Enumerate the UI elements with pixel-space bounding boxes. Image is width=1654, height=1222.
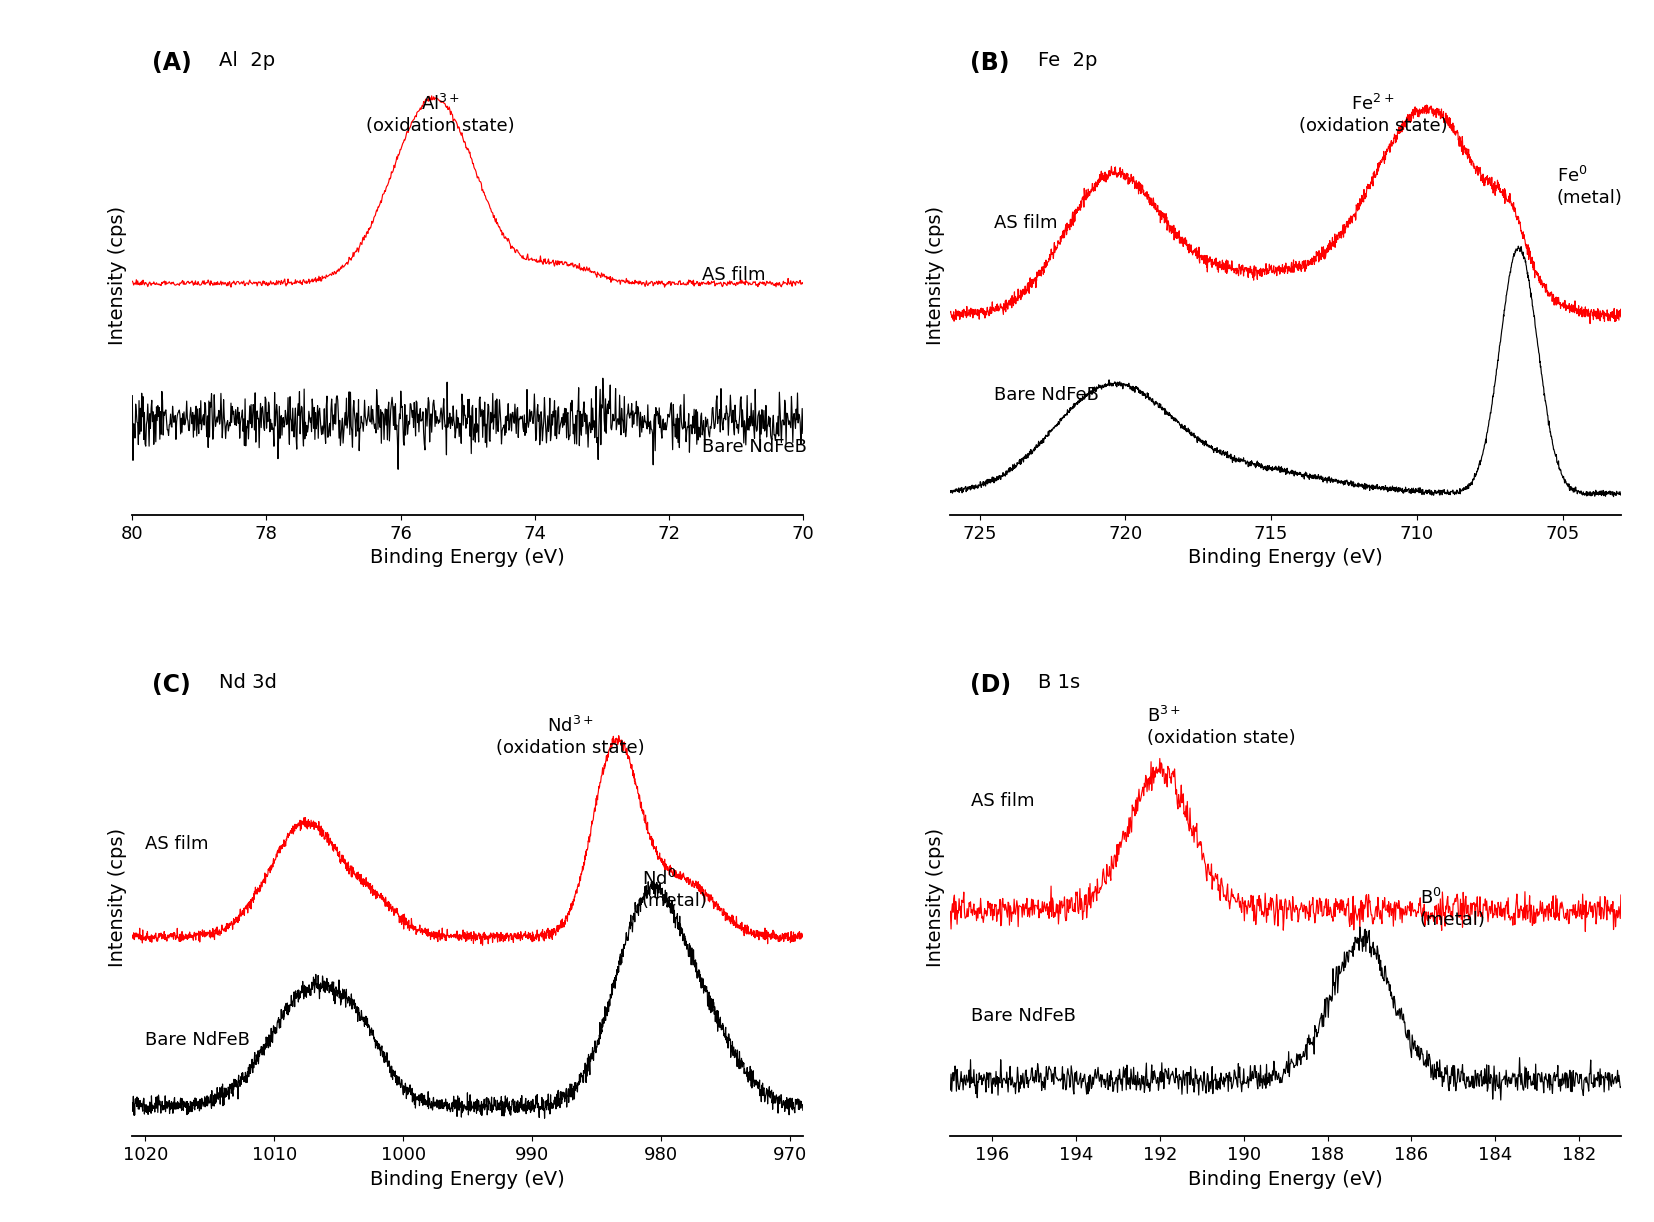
X-axis label: Binding Energy (eV): Binding Energy (eV): [370, 1169, 566, 1189]
Text: (C): (C): [152, 672, 192, 697]
Text: AS film: AS film: [146, 835, 208, 853]
Text: B$^{3+}$
(oxidation state): B$^{3+}$ (oxidation state): [1148, 706, 1297, 747]
Text: (D): (D): [971, 672, 1012, 697]
Text: Fe$^{0}$
(metal): Fe$^{0}$ (metal): [1556, 166, 1623, 207]
Text: Nd$^{0}$
(metal): Nd$^{0}$ (metal): [642, 869, 708, 909]
Text: B 1s: B 1s: [1037, 672, 1080, 692]
X-axis label: Binding Energy (eV): Binding Energy (eV): [370, 549, 566, 567]
Text: (A): (A): [152, 51, 192, 75]
Text: Fe$^{2+}$
(oxidation state): Fe$^{2+}$ (oxidation state): [1298, 94, 1447, 134]
Text: Bare NdFeB: Bare NdFeB: [146, 1031, 250, 1050]
Text: B$^{0}$
(metal): B$^{0}$ (metal): [1419, 888, 1485, 929]
Text: AS film: AS film: [703, 266, 766, 285]
X-axis label: Binding Energy (eV): Binding Energy (eV): [1188, 1169, 1383, 1189]
Text: Al  2p: Al 2p: [220, 51, 276, 70]
Text: Bare NdFeB: Bare NdFeB: [994, 386, 1098, 403]
Text: Al$^{3+}$
(oxidation state): Al$^{3+}$ (oxidation state): [367, 94, 514, 134]
Text: (B): (B): [971, 51, 1011, 75]
Text: Nd 3d: Nd 3d: [220, 672, 278, 692]
Y-axis label: Intensity (cps): Intensity (cps): [108, 827, 127, 967]
Text: Bare NdFeB: Bare NdFeB: [971, 1007, 1077, 1025]
Y-axis label: Intensity (cps): Intensity (cps): [926, 827, 944, 967]
Text: AS film: AS film: [994, 214, 1057, 232]
Y-axis label: Intensity (cps): Intensity (cps): [926, 207, 944, 346]
Text: Bare NdFeB: Bare NdFeB: [703, 439, 807, 456]
Text: Fe  2p: Fe 2p: [1037, 51, 1097, 70]
X-axis label: Binding Energy (eV): Binding Energy (eV): [1188, 549, 1383, 567]
Y-axis label: Intensity (cps): Intensity (cps): [108, 207, 127, 346]
Text: AS film: AS film: [971, 792, 1035, 810]
Text: Nd$^{3+}$
(oxidation state): Nd$^{3+}$ (oxidation state): [496, 716, 645, 756]
